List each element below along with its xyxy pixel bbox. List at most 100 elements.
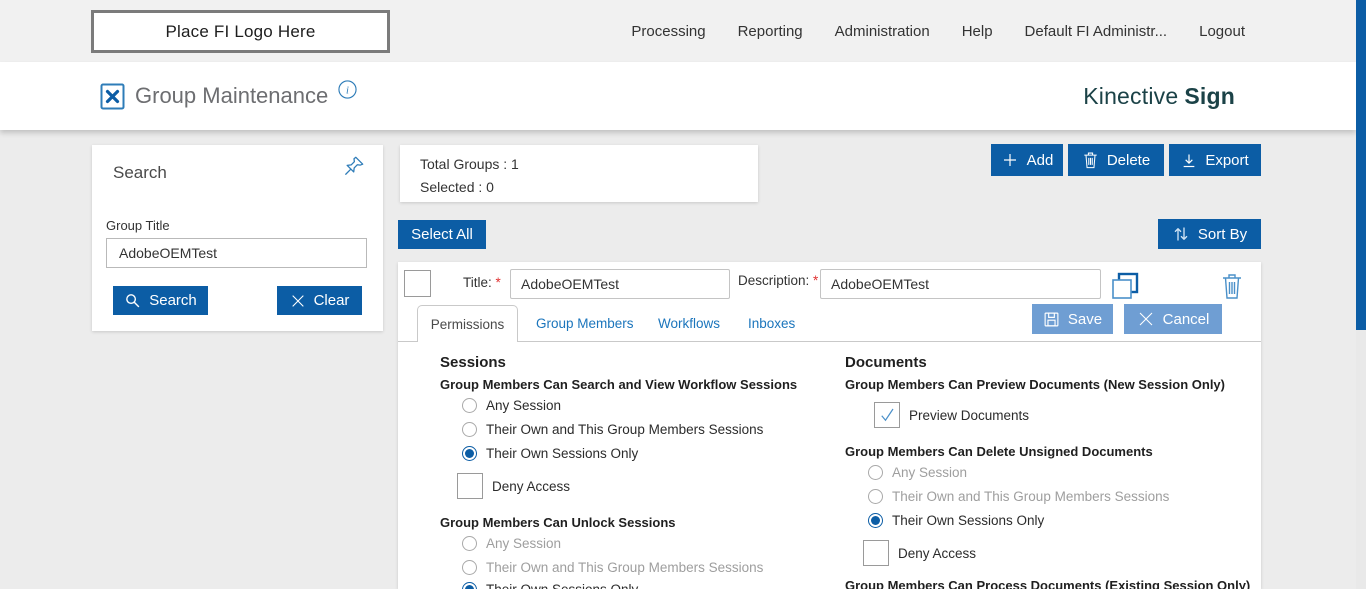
page-header: Group Maintenance i Kinective Sign: [0, 62, 1356, 130]
sessions-section-title: Sessions: [440, 354, 506, 371]
cancel-x-icon: [1139, 312, 1153, 326]
radio-own-sessions-only[interactable]: [462, 446, 477, 461]
search-icon: [126, 294, 140, 308]
nav-item-logout[interactable]: Logout: [1199, 22, 1245, 40]
title-input[interactable]: [510, 269, 730, 299]
radio-own-and-group-sessions[interactable]: [462, 560, 477, 575]
search-button[interactable]: Search: [113, 286, 208, 315]
nav-item-current-user[interactable]: Default FI Administr...: [1024, 22, 1168, 40]
radio-own-and-group-sessions[interactable]: [462, 422, 477, 437]
option-row: Their Own and This Group Members Session…: [462, 560, 763, 575]
group-summary: Total Groups : 1 Selected : 0: [400, 145, 758, 202]
export-button[interactable]: Export: [1169, 144, 1261, 176]
option-label: Their Own Sessions Only: [486, 582, 638, 589]
radio-own-sessions-only[interactable]: [462, 582, 477, 589]
nav-item-processing[interactable]: Processing: [631, 22, 706, 40]
tab-group-members[interactable]: Group Members: [536, 316, 634, 331]
nav-item-help[interactable]: Help: [961, 22, 993, 40]
selected-count: Selected : 0: [420, 179, 494, 195]
tab-workflows[interactable]: Workflows: [658, 316, 721, 331]
save-button[interactable]: Save: [1032, 304, 1113, 334]
group-title-input[interactable]: [106, 238, 367, 268]
unlock-heading: Group Members Can Unlock Sessions: [440, 515, 676, 530]
preview-documents-checkbox[interactable]: [874, 402, 900, 428]
deny-access-checkbox[interactable]: [863, 540, 889, 566]
description-required-mark: *: [813, 273, 819, 288]
option-label: Their Own Sessions Only: [486, 446, 639, 461]
option-row: Their Own Sessions Only: [462, 582, 638, 589]
cancel-button[interactable]: Cancel: [1124, 304, 1222, 334]
fi-logo-placeholder: Place FI Logo Here: [91, 10, 390, 53]
radio-own-and-group-sessions[interactable]: [868, 489, 883, 504]
sort-arrows-icon: [1174, 227, 1188, 241]
documents-section-title: Documents: [845, 354, 927, 371]
tab-permissions[interactable]: Permissions: [417, 305, 518, 342]
option-row: Any Session: [868, 465, 967, 480]
radio-any-session[interactable]: [462, 398, 477, 413]
search-view-heading: Group Members Can Search and View Workfl…: [440, 377, 798, 392]
tab-inboxes[interactable]: Inboxes: [748, 316, 796, 331]
download-icon: [1183, 154, 1195, 167]
top-bar: Place FI Logo Here Processing Reporting …: [0, 0, 1366, 62]
trash-icon: [1084, 152, 1097, 169]
option-label: Preview Documents: [909, 407, 1030, 423]
save-button-label: Save: [1067, 310, 1103, 328]
option-row: Their Own and This Group Members Session…: [462, 422, 763, 437]
delete-button[interactable]: Delete: [1068, 144, 1164, 176]
group-select-checkbox[interactable]: [404, 270, 431, 297]
delete-unsigned-heading: Group Members Can Delete Unsigned Docume…: [845, 444, 1153, 459]
deny-access-checkbox[interactable]: [457, 473, 483, 499]
option-label: Any Session: [486, 398, 562, 413]
title-required-mark: *: [495, 275, 501, 290]
option-row: Their Own and This Group Members Session…: [868, 489, 1169, 504]
tab-strip: Permissions Group Members Workflows Inbo…: [398, 303, 1261, 342]
description-label-text: Description:: [738, 273, 810, 288]
nav-item-administration[interactable]: Administration: [834, 22, 930, 40]
delete-button-label: Delete: [1106, 151, 1151, 169]
top-navigation: Processing Reporting Administration Help…: [631, 0, 1245, 62]
cancel-button-label: Cancel: [1162, 310, 1210, 328]
save-icon: [1044, 312, 1059, 326]
content-area: Search Group Title Search Clear: [0, 130, 1366, 589]
sort-by-label: Sort By: [1197, 225, 1248, 243]
page-scrollbar[interactable]: [1356, 0, 1366, 589]
check-icon: [881, 408, 894, 422]
option-label: Their Own and This Group Members Session…: [486, 560, 764, 575]
option-label: Their Own and This Group Members Session…: [486, 422, 764, 437]
pin-icon[interactable]: [343, 155, 365, 177]
info-icon[interactable]: i: [338, 79, 357, 99]
fi-logo-placeholder-text: Place FI Logo Here: [165, 21, 316, 41]
svg-text:i: i: [346, 85, 349, 96]
search-panel: Search Group Title Search Clear: [92, 145, 383, 331]
group-row-card: Title: * Description: * Permissions Grou…: [398, 262, 1261, 589]
search-button-label: Search: [149, 292, 197, 309]
select-all-label: Select All: [411, 226, 473, 243]
group-title-label: Group Title: [106, 218, 170, 233]
page-title: Group Maintenance: [135, 83, 329, 108]
option-label: Deny Access: [492, 478, 571, 494]
title-label: Title: *: [463, 275, 501, 290]
option-row: Any Session: [462, 536, 561, 551]
select-all-button[interactable]: Select All: [398, 220, 486, 249]
option-label: Any Session: [486, 536, 562, 551]
radio-any-session[interactable]: [868, 465, 883, 480]
option-label: Any Session: [892, 465, 968, 480]
clear-button[interactable]: Clear: [277, 286, 362, 315]
description-label: Description: *: [738, 273, 818, 288]
option-row: Deny Access: [863, 540, 976, 566]
copy-icon[interactable]: [1110, 271, 1140, 301]
title-label-text: Title:: [463, 275, 492, 290]
brand-logo: Kinective Sign: [1083, 62, 1235, 130]
brand-product: Sign: [1184, 82, 1235, 109]
description-input[interactable]: [820, 269, 1101, 299]
row-trash-icon[interactable]: [1220, 272, 1244, 300]
sort-by-button[interactable]: Sort By: [1158, 219, 1261, 249]
search-panel-title: Search: [113, 163, 167, 182]
preview-heading: Group Members Can Preview Documents (New…: [845, 377, 1225, 392]
radio-own-sessions-only[interactable]: [868, 513, 883, 528]
scrollbar-thumb[interactable]: [1356, 0, 1366, 330]
radio-any-session[interactable]: [462, 536, 477, 551]
nav-item-reporting[interactable]: Reporting: [737, 22, 803, 40]
add-button[interactable]: Add: [991, 144, 1063, 176]
option-label: Deny Access: [898, 545, 977, 561]
